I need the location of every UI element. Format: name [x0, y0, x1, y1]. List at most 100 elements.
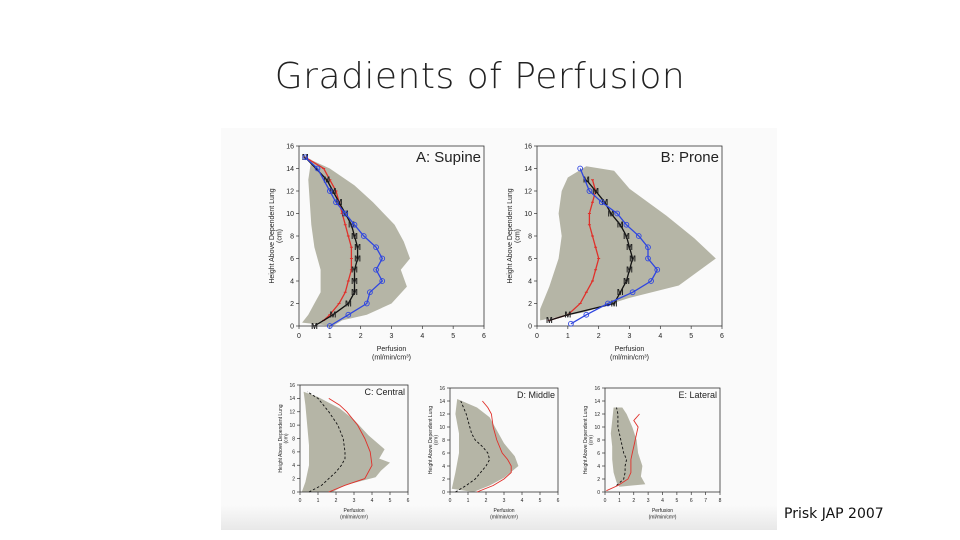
y-axis-label: Height Above Dependent Lung	[428, 406, 434, 474]
data-point	[635, 233, 642, 239]
y-tick-label: 16	[594, 386, 600, 392]
panel-title: C: Central	[364, 387, 405, 397]
x-axis-label: Perfusion	[652, 508, 673, 514]
x-tick-label: 2	[335, 498, 338, 504]
x-tick-label: 5	[539, 498, 542, 504]
data-point	[373, 266, 379, 273]
citation: Prisk JAP 2007	[784, 506, 884, 522]
data-point: M	[546, 316, 553, 325]
data-point	[345, 311, 352, 318]
x-tick-label: 1	[317, 498, 320, 504]
y-axis-label: Height Above Dependent Lung	[269, 188, 276, 283]
y-tick-label: 2	[528, 301, 532, 308]
x-axis-label: Perfusion	[377, 346, 407, 353]
data-point: M	[564, 311, 571, 320]
y-tick-label: 10	[439, 425, 445, 431]
series-line	[549, 179, 634, 322]
x-tick-label: 1	[566, 333, 570, 340]
y-tick-label: 6	[290, 256, 294, 263]
data-point	[568, 320, 574, 327]
data-point	[363, 300, 370, 307]
y-tick-label: 0	[292, 490, 295, 496]
y-tick-label: 8	[290, 233, 294, 240]
data-point	[379, 255, 386, 262]
chart-a-supine: 0 1 2 3 4 5 60246810121416Perfusion(ml/min/cm³…	[269, 143, 486, 361]
chart-e-lateral: 0 1 2 3 4 5 6 7 80246810121416Perfusion(ml/min/c…	[583, 386, 722, 521]
data-point: M	[623, 232, 630, 241]
data-point: M	[629, 254, 636, 263]
data-point	[360, 233, 367, 239]
y-tick-label: 8	[528, 233, 532, 240]
x-axis-label: Perfusion	[493, 508, 514, 514]
data-point: M	[623, 277, 630, 286]
range-band	[610, 407, 646, 487]
x-tick-label: 2	[632, 498, 635, 504]
chart-b-prone: 0 1 2 3 4 5 60246810121416Perfusion(ml/min/cm³…	[507, 143, 724, 362]
x-tick-label: 0	[297, 333, 301, 340]
y-axis-unit: (cm)	[589, 435, 595, 445]
y-tick-label: 10	[289, 423, 295, 429]
y-tick-label: 0	[528, 323, 532, 330]
data-point	[351, 221, 358, 228]
data-point: M	[354, 254, 361, 263]
y-tick-label: 10	[594, 425, 600, 431]
range-band	[301, 391, 390, 492]
x-tick-label: 1	[328, 333, 332, 340]
y-tick-label: 14	[286, 166, 294, 173]
data-point: M	[601, 198, 608, 207]
y-tick-label: 12	[524, 188, 532, 195]
y-tick-label: 12	[594, 412, 600, 418]
figure-shadow	[221, 505, 777, 530]
chart-d-middle: 0 1 2 3 4 5 60246810121416Perfusion(ml/min/cm³…	[428, 386, 560, 521]
x-tick-label: 6	[557, 498, 560, 504]
series-line	[476, 400, 512, 493]
y-tick-label: 4	[597, 464, 600, 470]
x-tick-label: 1	[618, 498, 621, 504]
y-axis-label: Height Above Dependent Lung	[583, 406, 589, 474]
y-tick-label: 4	[528, 278, 532, 285]
x-tick-label: 5	[689, 333, 693, 340]
x-tick-label: 3	[503, 498, 506, 504]
data-point	[605, 300, 611, 307]
data-point: M	[626, 266, 633, 275]
series-line	[306, 391, 346, 493]
data-point	[648, 278, 654, 284]
data-point	[583, 311, 590, 318]
data-point	[333, 199, 339, 206]
data-point	[645, 244, 651, 251]
x-axis-label: Perfusion	[343, 508, 364, 514]
x-axis-unit: (ml/min/cm³)	[610, 355, 649, 362]
x-tick-label: 0	[299, 498, 302, 504]
data-point: M	[617, 221, 624, 230]
data-point	[302, 154, 309, 161]
x-tick-label: 0	[535, 333, 539, 340]
chart-c-central: 0 1 2 3 4 5 60246810121416Perfusion(ml/min/cm³…	[278, 383, 410, 521]
x-axis-label: Perfusion	[615, 346, 645, 353]
y-tick-label: 14	[439, 399, 445, 405]
y-tick-label: 2	[290, 301, 294, 308]
x-tick-label: 0	[604, 498, 607, 504]
x-axis-unit: (ml/min/cm³)	[340, 515, 368, 521]
x-tick-label: 6	[720, 333, 724, 340]
data-point: M	[583, 176, 590, 185]
y-axis-unit: (cm)	[434, 435, 440, 445]
x-tick-label: 5	[675, 498, 678, 504]
data-point: M	[351, 266, 358, 275]
y-tick-label: 16	[524, 143, 532, 150]
data-point	[326, 323, 333, 329]
series-line	[328, 398, 373, 493]
y-tick-label: 14	[594, 399, 600, 405]
data-point: M	[351, 232, 358, 241]
data-point	[373, 244, 379, 251]
y-tick-label: 12	[439, 412, 445, 418]
data-point: M	[311, 322, 318, 331]
y-tick-label: 6	[292, 450, 295, 456]
y-tick-label: 12	[289, 410, 295, 416]
y-tick-label: 0	[442, 490, 445, 496]
data-point: M	[592, 187, 599, 196]
series-line	[616, 407, 628, 486]
x-axis-unit: (ml/min/cm³)	[649, 515, 677, 521]
data-point: M	[336, 198, 343, 207]
data-point	[629, 289, 636, 296]
data-point	[342, 210, 349, 217]
